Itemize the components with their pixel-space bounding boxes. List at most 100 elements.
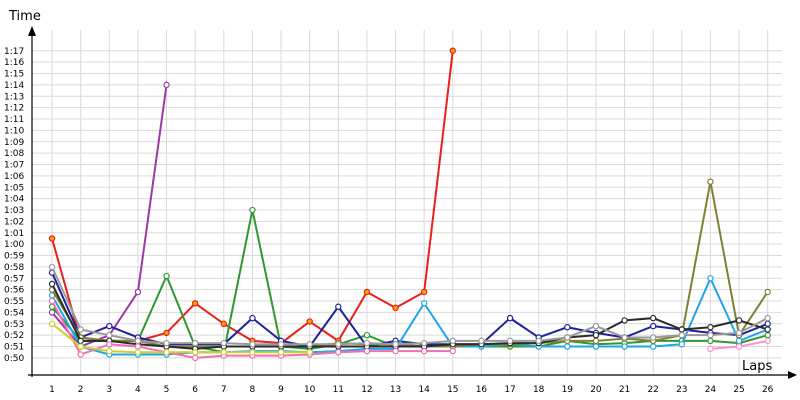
x-tick-label: 1 (49, 385, 55, 395)
data-point (392, 304, 399, 312)
data-point (592, 322, 600, 330)
data-point (735, 337, 743, 345)
y-tick-label: 0:57 (4, 274, 24, 284)
data-point (592, 331, 600, 339)
data-point (48, 280, 56, 288)
x-tick-label: 8 (250, 385, 256, 395)
data-point (735, 343, 743, 350)
y-tick-label: 1:09 (4, 138, 24, 148)
series-line (51, 209, 768, 354)
data-point (449, 47, 457, 54)
data-point (48, 297, 56, 305)
y-tick-label: 1:13 (4, 92, 24, 102)
data-point (335, 341, 342, 348)
y-tick-label: 1:08 (4, 149, 24, 159)
series-group (48, 47, 771, 362)
data-point (335, 349, 342, 356)
data-point (249, 206, 256, 214)
data-point (649, 322, 657, 330)
y-tick-label: 1:17 (4, 47, 24, 57)
data-point (564, 343, 571, 350)
data-point (48, 320, 56, 328)
x-axis-arrow (788, 371, 797, 379)
data-point (592, 337, 600, 345)
x-tick-label: 14 (418, 385, 430, 395)
series-11 (707, 337, 771, 353)
data-point (249, 349, 256, 356)
data-point (249, 341, 256, 348)
x-tick-labels: 1 2 3 4 5 6 7 8 9 10 11 12 13 14 15 16 17 18 19 20 21 22 23 24 2… (49, 385, 774, 395)
data-point (163, 81, 170, 89)
x-tick-label: 20 (590, 385, 602, 395)
data-point (621, 343, 628, 350)
x-tick-label: 10 (304, 385, 316, 395)
y-tick-label: 1:15 (4, 70, 24, 80)
data-point (106, 347, 113, 355)
x-tick-label: 16 (476, 385, 488, 395)
data-point (535, 337, 542, 345)
data-point (77, 343, 84, 350)
y-tick-label: 0:50 (4, 354, 24, 364)
data-point (306, 318, 313, 325)
data-point (163, 349, 170, 356)
x-tick-label: 2 (78, 385, 84, 395)
grid-lines (32, 30, 782, 375)
y-tick-label: 1:01 (4, 229, 24, 239)
data-point (48, 235, 56, 242)
series-line (51, 323, 310, 354)
y-tick-label: 0:56 (4, 286, 24, 296)
data-point (707, 178, 714, 185)
y-tick-label: 0:53 (4, 320, 24, 330)
data-point (621, 317, 628, 324)
y-tick-label: 1:05 (4, 183, 24, 193)
data-point (764, 331, 771, 339)
y-tick-label: 0:59 (4, 252, 24, 262)
data-point (707, 337, 714, 345)
data-point (478, 337, 485, 345)
data-point (735, 329, 743, 337)
y-tick-label: 1:12 (4, 104, 24, 114)
data-point (363, 347, 371, 355)
data-point (363, 339, 371, 347)
data-point (220, 349, 227, 356)
data-point (77, 351, 84, 358)
y-tick-label: 1:00 (4, 240, 24, 250)
data-point (764, 288, 771, 296)
y-tick-label: 1:11 (4, 115, 24, 125)
x-tick-label: 21 (619, 385, 630, 395)
data-point (678, 331, 686, 339)
x-tick-label: 18 (533, 385, 545, 395)
data-point (449, 337, 457, 345)
data-point (621, 334, 628, 341)
data-point (420, 347, 428, 355)
x-tick-label: 4 (135, 385, 141, 395)
x-tick-label: 11 (333, 385, 344, 395)
data-point (77, 337, 84, 345)
series-10 (48, 320, 313, 356)
data-point (649, 314, 657, 322)
data-point (564, 334, 571, 341)
data-point (306, 341, 313, 348)
y-tick-label: 1:07 (4, 161, 24, 171)
data-point (106, 331, 113, 339)
data-point (48, 309, 56, 316)
y-tick-labels: 0:500:51 0:520:53 0:540:550:56 0:570:580:59… (4, 47, 24, 364)
y-tick-label: 0:51 (4, 343, 24, 353)
data-point (191, 300, 199, 307)
data-point (191, 354, 199, 362)
series-line (51, 283, 768, 350)
x-tick-label: 22 (647, 385, 658, 395)
data-point (392, 347, 399, 355)
data-point (449, 347, 457, 355)
data-point (306, 349, 313, 356)
x-tick-label: 24 (705, 385, 717, 395)
series-3 (48, 206, 771, 356)
x-tick-label: 6 (192, 385, 198, 395)
data-point (191, 349, 199, 356)
y-tick-label: 1:02 (4, 217, 24, 227)
data-point (220, 339, 227, 347)
x-tick-label: 9 (278, 385, 284, 395)
x-tick-label: 7 (221, 385, 227, 395)
data-point (564, 324, 571, 331)
data-point (764, 320, 771, 328)
